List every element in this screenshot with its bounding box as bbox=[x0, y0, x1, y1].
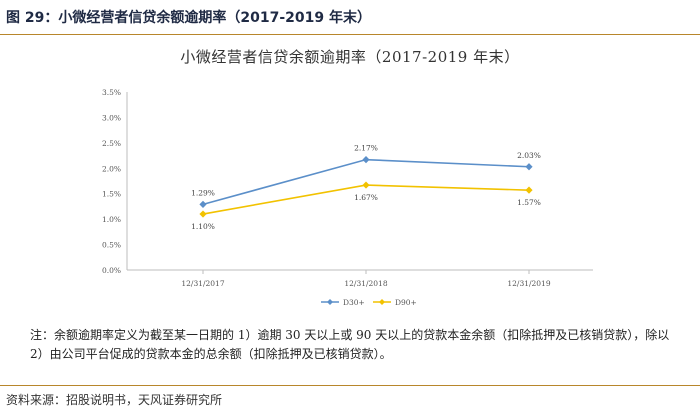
x-tick-label: 12/31/2017 bbox=[181, 279, 224, 288]
data-point bbox=[525, 186, 533, 194]
y-tick-label: 3.0% bbox=[102, 113, 121, 122]
y-tick-label: 1.0% bbox=[102, 215, 121, 224]
x-tick-label: 12/31/2018 bbox=[344, 279, 387, 288]
legend-swatch-marker bbox=[327, 299, 333, 305]
y-tick-label: 0.5% bbox=[102, 241, 121, 250]
data-point bbox=[362, 181, 370, 189]
data-label: 1.67% bbox=[354, 193, 378, 202]
legend-label: D90+ bbox=[395, 298, 417, 307]
data-point bbox=[362, 156, 370, 164]
legend-label: D30+ bbox=[343, 298, 365, 307]
legend-swatch-marker bbox=[379, 299, 385, 305]
data-label: 1.29% bbox=[191, 188, 215, 197]
y-tick-label: 3.5% bbox=[102, 88, 121, 97]
data-label: 2.03% bbox=[517, 151, 541, 160]
data-point bbox=[199, 210, 207, 218]
y-tick-label: 2.5% bbox=[102, 139, 121, 148]
chart-title: 小微经营者信贷余额逾期率（2017-2019 年末） bbox=[180, 48, 520, 66]
bottom-divider bbox=[0, 385, 700, 386]
data-label: 1.10% bbox=[191, 222, 215, 231]
source-note: 资料来源：招股说明书，天风证券研究所 bbox=[6, 393, 223, 407]
top-divider bbox=[0, 34, 700, 35]
x-tick-label: 12/31/2019 bbox=[507, 279, 550, 288]
chart-note: 注：余额逾期率定义为截至某一日期的 1）逾期 30 天以上或 90 天以上的贷款… bbox=[30, 328, 670, 361]
data-point bbox=[525, 163, 533, 171]
y-tick-label: 1.5% bbox=[102, 190, 121, 199]
line-chart: 0.0% 0.5% 1.0% 1.5% 2.0% 2.5% 3.0% 3.5% 12/31/20… bbox=[102, 88, 593, 307]
y-tick-label: 2.0% bbox=[102, 164, 121, 173]
data-label: 2.17% bbox=[354, 144, 378, 153]
figure-title: 图 29：小微经营者信贷余额逾期率（2017-2019 年末） bbox=[6, 10, 371, 26]
chart-container: 小微经营者信贷余额逾期率（2017-2019 年末） 0.0% 0.5% 1.0% 1… bbox=[0, 36, 700, 382]
data-label: 1.57% bbox=[517, 198, 541, 207]
y-tick-label: 0.0% bbox=[102, 266, 121, 275]
data-point bbox=[199, 200, 207, 208]
